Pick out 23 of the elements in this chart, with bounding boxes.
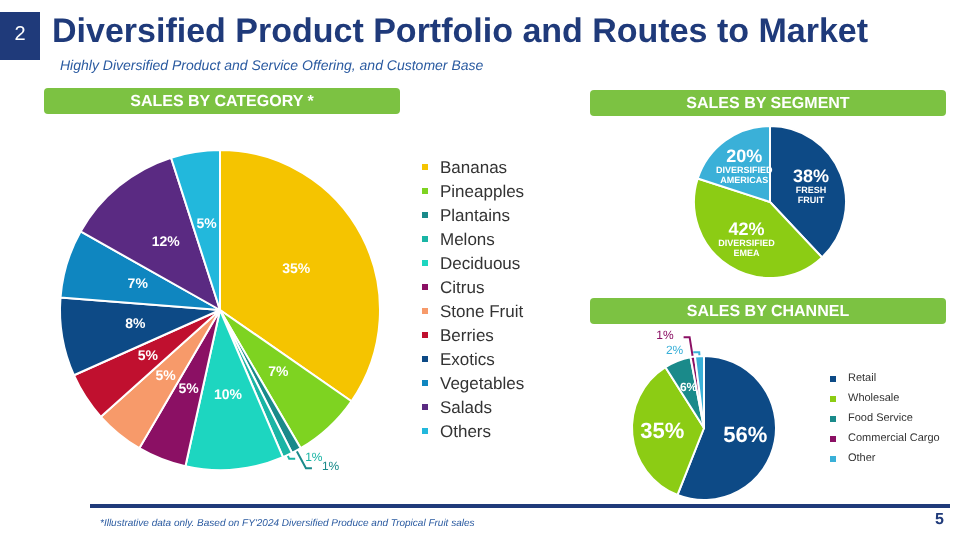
data-label: 20%	[726, 146, 763, 167]
chart-title: SALES BY SEGMENT	[590, 90, 946, 116]
chart-title: SALES BY CATEGORY *	[44, 88, 400, 114]
legend-label: Pineapples	[440, 181, 525, 201]
legend-label: Berries	[440, 325, 494, 345]
legend-label: Bananas	[440, 157, 508, 177]
chart-title: SALES BY CHANNEL	[590, 298, 946, 324]
legend-label: Vegetables	[440, 373, 525, 393]
legend-label: Exotics	[440, 349, 495, 369]
data-label: 42%	[728, 219, 765, 240]
legend-label: Salads	[440, 397, 492, 417]
legend-label: Plantains	[440, 205, 510, 225]
legend-label: Melons	[440, 229, 495, 249]
legend-label: Stone Fruit	[440, 301, 525, 321]
text: 2	[0, 12, 40, 60]
text: Diversified Product Portfolio and Routes to Market	[52, 12, 869, 52]
text: 5	[935, 510, 944, 528]
data-label: 38%	[792, 165, 829, 186]
data-label: 35%	[640, 419, 685, 444]
legend-label: Others	[440, 421, 492, 441]
legend-label: Deciduous	[440, 253, 521, 273]
data-label: 56%	[723, 423, 768, 448]
legend-label: Citrus	[440, 277, 485, 297]
